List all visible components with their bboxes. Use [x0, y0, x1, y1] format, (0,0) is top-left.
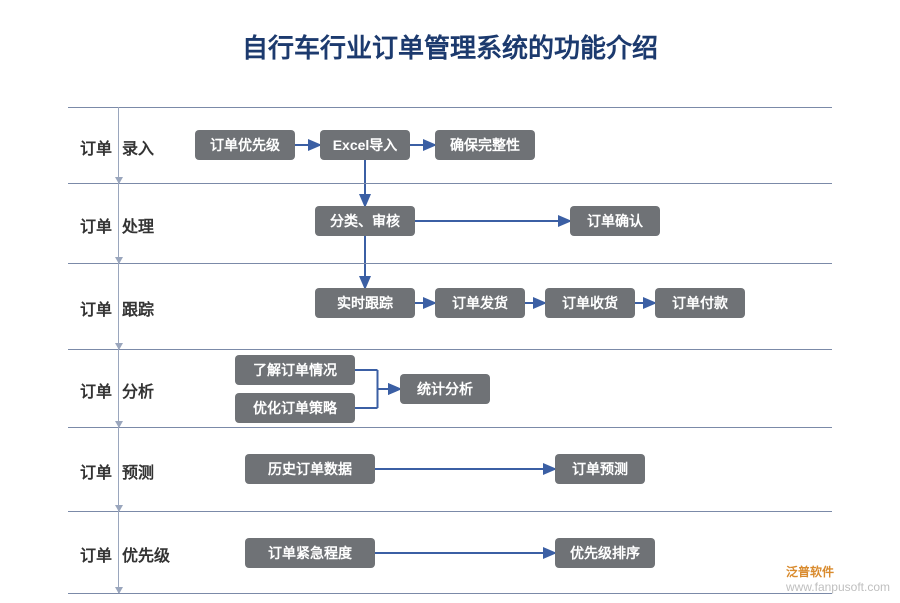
- row-label-right: 分析: [122, 384, 154, 401]
- row-label: 订单处理: [80, 213, 154, 237]
- row-label-right: 跟踪: [122, 302, 154, 319]
- row-label-left: 订单: [80, 219, 112, 236]
- node-n_classify: 分类、审核: [315, 206, 415, 236]
- row-label: 订单优先级: [80, 542, 170, 566]
- node-n_priority: 订单优先级: [195, 130, 295, 160]
- diagram-canvas: 订单录入订单处理订单跟踪订单分析订单预测订单优先级订单优先级Excel导入确保完…: [0, 83, 900, 603]
- row-label-right: 录入: [122, 141, 154, 158]
- node-n_forecast: 订单预测: [555, 454, 645, 484]
- node-n_integrity: 确保完整性: [435, 130, 535, 160]
- divider: [68, 593, 832, 594]
- node-n_excel: Excel导入: [320, 130, 410, 160]
- node-n_know: 了解订单情况: [235, 355, 355, 385]
- node-n_ship: 订单发货: [435, 288, 525, 318]
- divider: [68, 183, 832, 184]
- row-label: 订单预测: [80, 459, 154, 483]
- edge-layer: [0, 83, 900, 603]
- divider: [68, 427, 832, 428]
- watermark-url: www.fanpusoft.com: [786, 580, 890, 594]
- divider: [68, 349, 832, 350]
- row-label: 订单跟踪: [80, 296, 154, 320]
- watermark: 泛普软件 www.fanpusoft.com: [786, 563, 890, 594]
- node-n_hist: 历史订单数据: [245, 454, 375, 484]
- node-n_track: 实时跟踪: [315, 288, 415, 318]
- row-label-right: 优先级: [122, 548, 170, 565]
- node-n_confirm: 订单确认: [570, 206, 660, 236]
- node-n_stats: 统计分析: [400, 374, 490, 404]
- row-label: 订单分析: [80, 378, 154, 402]
- divider: [68, 511, 832, 512]
- page-title: 自行车行业订单管理系统的功能介绍: [0, 0, 900, 83]
- node-n_receive: 订单收货: [545, 288, 635, 318]
- row-label-left: 订单: [80, 384, 112, 401]
- node-n_opt: 优化订单策略: [235, 393, 355, 423]
- divider: [68, 107, 832, 108]
- row-label: 订单录入: [80, 135, 154, 159]
- node-n_pay: 订单付款: [655, 288, 745, 318]
- divider: [68, 263, 832, 264]
- node-n_urgent: 订单紧急程度: [245, 538, 375, 568]
- row-label-left: 订单: [80, 141, 112, 158]
- row-label-left: 订单: [80, 465, 112, 482]
- row-label-left: 订单: [80, 548, 112, 565]
- row-label-right: 处理: [122, 219, 154, 236]
- row-label-right: 预测: [122, 465, 154, 482]
- row-label-left: 订单: [80, 302, 112, 319]
- watermark-brand: 泛普软件: [786, 565, 834, 579]
- node-n_sort: 优先级排序: [555, 538, 655, 568]
